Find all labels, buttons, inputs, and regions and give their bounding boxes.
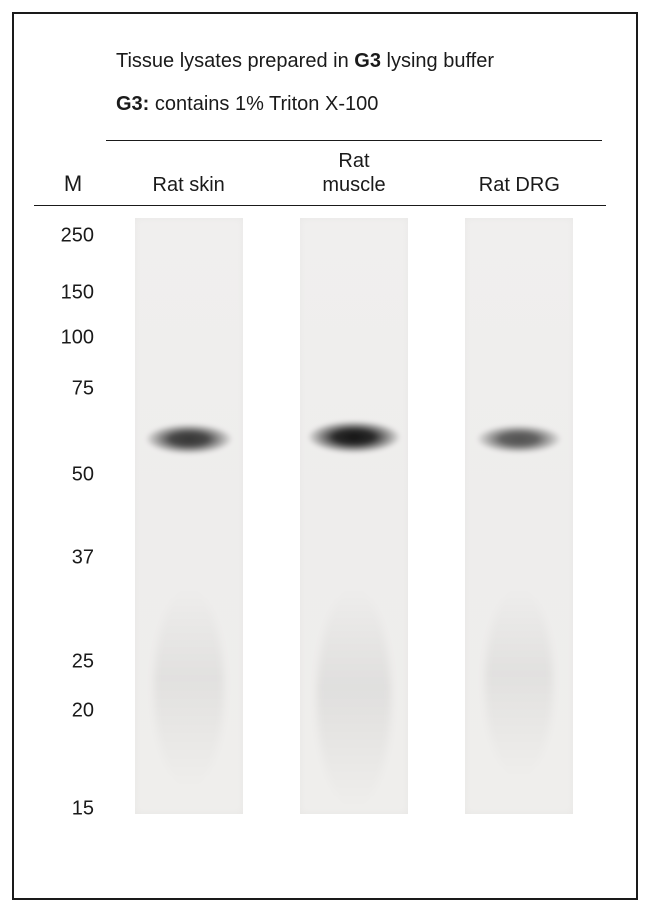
lane-strip-2 [465, 218, 573, 814]
marker-label: 50 [72, 464, 94, 487]
lane-header-row: M Rat skin Rat muscle Rat DRG [40, 141, 602, 205]
marker-label: 150 [61, 281, 94, 304]
columns-area: M Rat skin Rat muscle Rat DRG 250 150 100 7… [40, 141, 602, 830]
lane-label-line1: Rat [338, 150, 369, 172]
subtitle-bold: G3: [116, 93, 149, 115]
blot-area: 250 150 100 75 50 37 25 20 15 [40, 218, 602, 830]
blot-smear [317, 588, 391, 808]
lane-header-1: Rat muscle [271, 149, 436, 205]
subtitle-rest: contains 1% Triton X-100 [149, 93, 378, 115]
lane-header-0: Rat skin [106, 173, 271, 205]
lane-label: Rat DRG [479, 174, 560, 196]
marker-label: 25 [72, 650, 94, 673]
blot-band [146, 424, 232, 454]
lane-label: Rat skin [153, 174, 225, 196]
title-suffix: lysing buffer [381, 50, 494, 72]
panel-header: Tissue lysates prepared in G3 lysing buf… [116, 50, 602, 116]
marker-label: 20 [72, 699, 94, 722]
marker-label: 100 [61, 326, 94, 349]
blot-smear [154, 588, 224, 788]
marker-label: 75 [72, 378, 94, 401]
blot-band [308, 421, 400, 453]
blot-band [477, 425, 561, 453]
lane-header-2: Rat DRG [437, 173, 602, 205]
marker-label: 37 [72, 546, 94, 569]
title-bold: G3 [354, 50, 381, 72]
marker-column: 250 150 100 75 50 37 25 20 15 [40, 218, 100, 830]
lane-strip-0 [135, 218, 243, 814]
marker-label: 250 [61, 225, 94, 248]
lane-slot-1 [271, 218, 436, 830]
marker-header: M [40, 171, 106, 205]
marker-label: 15 [72, 797, 94, 820]
western-blot-panel: Tissue lysates prepared in G3 lysing buf… [12, 12, 638, 900]
lane-strip-1 [300, 218, 408, 814]
lane-slot-2 [437, 218, 602, 830]
panel-subtitle: G3: contains 1% Triton X-100 [116, 93, 602, 116]
lane-label-line2: muscle [322, 174, 385, 196]
lanes-wrap [106, 218, 602, 830]
title-prefix: Tissue lysates prepared in [116, 50, 354, 72]
lane-divider [34, 205, 606, 206]
lane-slot-0 [106, 218, 271, 830]
blot-smear [485, 588, 553, 778]
panel-title: Tissue lysates prepared in G3 lysing buf… [116, 50, 602, 73]
